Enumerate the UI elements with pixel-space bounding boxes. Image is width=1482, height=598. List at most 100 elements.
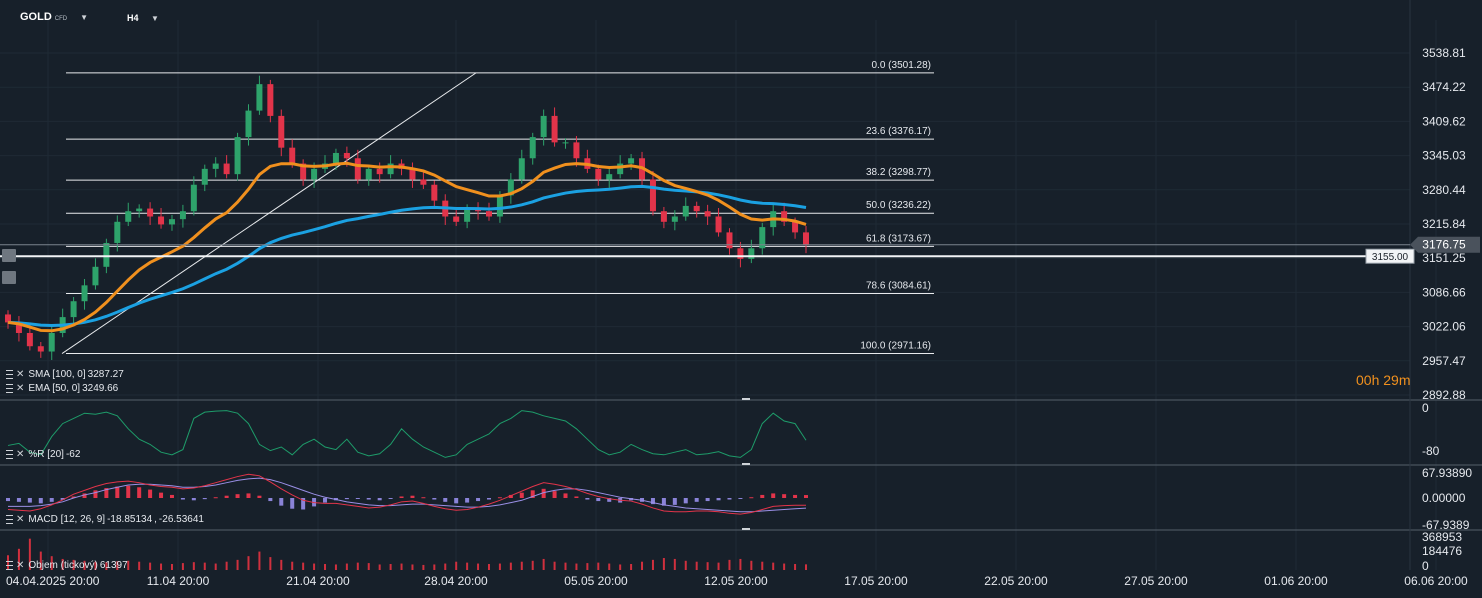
volume-bar bbox=[520, 561, 523, 570]
volume-bar bbox=[127, 560, 130, 570]
settings-icon[interactable] bbox=[6, 515, 13, 524]
macd-histogram-bar bbox=[377, 498, 382, 501]
macd-histogram-bar bbox=[552, 491, 557, 498]
candle-body bbox=[431, 184, 438, 201]
time-tick-label: 05.05 20:00 bbox=[564, 574, 628, 588]
volume-bar bbox=[138, 561, 141, 570]
chart-grid bbox=[0, 0, 1482, 570]
candle-body bbox=[617, 163, 624, 175]
macd-histogram-bar bbox=[793, 494, 798, 498]
candle-body bbox=[540, 115, 547, 138]
macd-histogram-bar bbox=[60, 498, 65, 500]
drawing-tool-icon[interactable] bbox=[2, 271, 16, 284]
price-tick-label: 2957.47 bbox=[1422, 354, 1466, 368]
macd-histogram-bar bbox=[38, 498, 43, 504]
sma-value: 3287.27 bbox=[87, 369, 124, 380]
volume-bar bbox=[160, 563, 163, 570]
macd-histogram-bar bbox=[104, 488, 109, 498]
indicator-panes bbox=[6, 410, 808, 570]
candle-body bbox=[114, 221, 121, 243]
volume-bar bbox=[783, 563, 786, 570]
candle-body bbox=[803, 232, 809, 245]
candle-body bbox=[387, 163, 394, 175]
candle-body bbox=[256, 84, 263, 111]
time-tick-label: 11.04 20:00 bbox=[147, 574, 210, 588]
candle-body bbox=[759, 227, 766, 249]
volume-bar bbox=[542, 558, 545, 570]
close-icon[interactable]: ✕ bbox=[16, 449, 25, 460]
price-tick-label: 3409.62 bbox=[1422, 114, 1466, 128]
candle-body bbox=[234, 137, 241, 175]
settings-icon[interactable] bbox=[6, 384, 13, 393]
volume-bar bbox=[28, 538, 31, 570]
close-icon[interactable]: ✕ bbox=[16, 383, 25, 394]
candle-body bbox=[573, 142, 580, 159]
candle-body bbox=[420, 179, 427, 185]
candle-body bbox=[245, 110, 252, 138]
candle-body bbox=[485, 211, 492, 217]
macd-histogram-bar bbox=[804, 495, 808, 498]
macd-histogram-bar bbox=[115, 486, 120, 498]
volume-bar bbox=[487, 564, 490, 570]
volume-bar bbox=[225, 561, 228, 570]
macd-histogram-bar bbox=[268, 498, 273, 502]
time-tick-label: 17.05 20:00 bbox=[844, 574, 908, 588]
drawing-tool-icon[interactable] bbox=[2, 249, 16, 262]
ema-legend[interactable]: ✕ EMA [50, 0] 3249.66 bbox=[6, 383, 118, 394]
candle-body bbox=[278, 115, 285, 148]
volume-bar bbox=[750, 560, 753, 570]
volume-bar bbox=[805, 564, 807, 570]
macd-histogram-bar bbox=[301, 498, 306, 510]
macd-histogram-bar bbox=[169, 494, 174, 498]
candle-body bbox=[365, 168, 372, 180]
volume-bar bbox=[411, 564, 414, 570]
close-icon[interactable]: ✕ bbox=[16, 560, 25, 571]
settings-icon[interactable] bbox=[6, 370, 13, 379]
williams-legend[interactable]: ✕ %R [20] -62 bbox=[6, 449, 80, 460]
macd-histogram-bar bbox=[235, 494, 240, 498]
symbol-dropdown-icon[interactable]: ▼ bbox=[80, 13, 89, 22]
candle-body bbox=[649, 179, 656, 212]
volume-bar bbox=[477, 563, 480, 570]
macd-histogram-bar bbox=[508, 494, 513, 498]
macd-histogram-bar bbox=[323, 498, 328, 503]
pane-resize-handle bbox=[742, 463, 750, 465]
volume-bar bbox=[586, 563, 589, 570]
macd-histogram-bar bbox=[159, 492, 164, 498]
macd-histogram-bar bbox=[180, 498, 185, 500]
candle-body bbox=[343, 152, 350, 159]
macd-histogram-bar bbox=[650, 498, 655, 505]
candle-body bbox=[409, 168, 416, 180]
candle-body bbox=[212, 163, 219, 169]
macd-histogram-bar bbox=[202, 498, 207, 500]
candle-body bbox=[781, 211, 788, 222]
macd-legend[interactable]: ✕ MACD [12, 26, 9] -18.85134, -26.53641 bbox=[6, 514, 204, 525]
close-icon[interactable]: ✕ bbox=[16, 369, 25, 380]
macd-histogram-bar bbox=[410, 495, 415, 498]
ema-name: EMA [50, 0] bbox=[28, 383, 81, 394]
volume-legend[interactable]: ✕ Objem (tickový) 61397 bbox=[6, 560, 128, 571]
timeframe-dropdown-icon[interactable]: ▼ bbox=[151, 14, 159, 23]
candle-body bbox=[660, 211, 667, 222]
timeframe-selector[interactable]: H4 ▼ bbox=[127, 13, 159, 23]
macd-histogram-bar bbox=[279, 498, 284, 506]
countdown-minutes-unit: m bbox=[1398, 372, 1411, 388]
settings-icon[interactable] bbox=[6, 561, 13, 570]
close-icon[interactable]: ✕ bbox=[16, 514, 25, 525]
volume-bar bbox=[345, 563, 348, 570]
timeframe-label: H4 bbox=[127, 13, 139, 23]
volume-bar bbox=[50, 556, 53, 570]
sma-legend[interactable]: ✕ SMA [100, 0] 3287.27 bbox=[6, 369, 124, 380]
moving-averages bbox=[7, 161, 807, 333]
axes: 3538.81 3474.22 3409.62 3345.03 3280.44 3215.… bbox=[6, 46, 1472, 588]
macd-histogram-bar bbox=[443, 498, 448, 502]
candle-body bbox=[5, 314, 11, 323]
volume-bar bbox=[728, 559, 731, 570]
volume-tick-label: 0 bbox=[1422, 559, 1429, 573]
symbol-selector[interactable]: GOLD CFD ▼ bbox=[20, 11, 88, 23]
settings-icon[interactable] bbox=[6, 450, 13, 459]
macd-histogram-bar bbox=[148, 489, 153, 498]
candle-body bbox=[529, 137, 536, 159]
macd-tick-label: 67.93890 bbox=[1422, 466, 1472, 480]
